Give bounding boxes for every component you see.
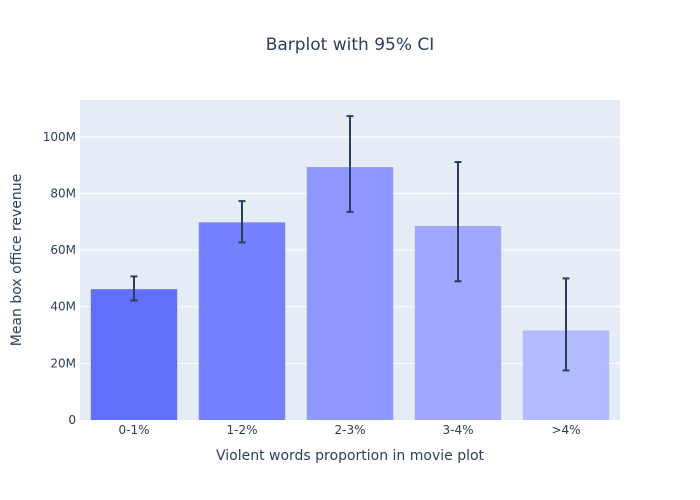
x-tick-label: 3-4% — [442, 423, 473, 437]
bar-0 — [90, 289, 178, 420]
x-tick-label: 2-3% — [334, 423, 365, 437]
x-tick-label: >4% — [551, 423, 580, 437]
error-bars — [130, 115, 570, 372]
y-axis-title: Mean box office revenue — [9, 174, 25, 347]
error-bar-2 — [346, 115, 354, 213]
error-bar-0 — [130, 275, 138, 302]
chart-title: Barplot with 95% CI — [266, 35, 435, 55]
x-tick-label: 1-2% — [226, 423, 257, 437]
x-axis-ticks: 0-1% 1-2% 2-3% 3-4% >4% — [118, 423, 580, 437]
error-bar-1 — [238, 200, 246, 244]
y-tick-label: 100M — [43, 130, 76, 144]
error-bar-4 — [562, 277, 570, 372]
y-tick-label: 60M — [50, 243, 76, 257]
y-tick-label: 0 — [68, 413, 76, 427]
bar-1 — [198, 222, 286, 420]
y-tick-label: 20M — [50, 356, 76, 370]
y-axis-ticks: 0 20M 40M 60M 80M 100M — [43, 130, 76, 427]
error-bar-3 — [454, 161, 462, 283]
x-axis-title: Violent words proportion in movie plot — [216, 448, 485, 464]
x-tick-label: 0-1% — [118, 423, 149, 437]
y-tick-label: 40M — [50, 300, 76, 314]
y-tick-label: 80M — [50, 186, 76, 200]
bars — [90, 167, 610, 420]
